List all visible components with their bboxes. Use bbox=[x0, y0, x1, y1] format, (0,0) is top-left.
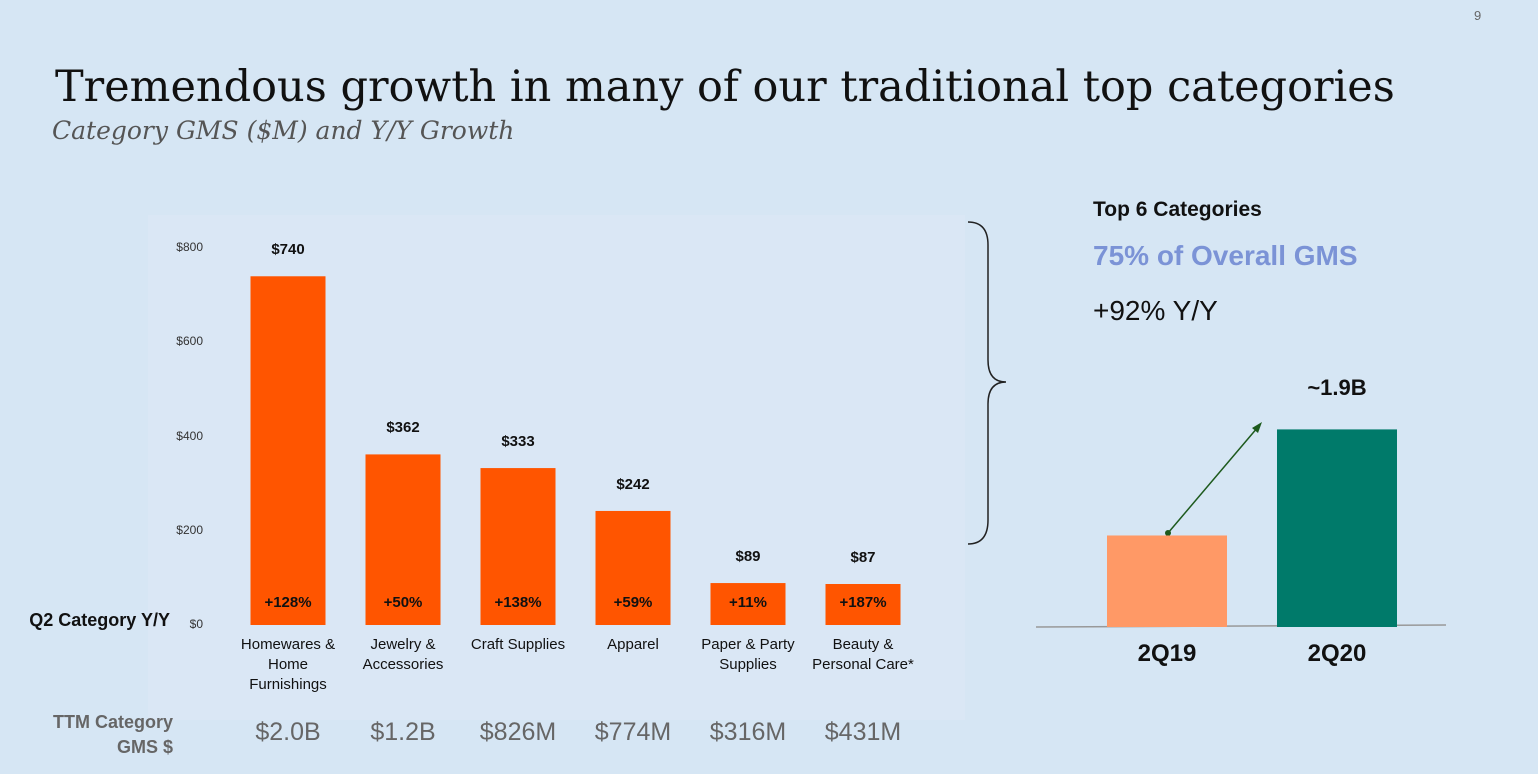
ttm-value: $774M bbox=[594, 718, 672, 746]
y-tick-label: $400 bbox=[176, 428, 203, 443]
x-tick-label: Jewelry & Accessories bbox=[362, 636, 444, 673]
bar bbox=[250, 276, 326, 625]
y-tick-label: $800 bbox=[176, 240, 203, 254]
y-tick-label: $0 bbox=[189, 617, 203, 631]
subtitle: Category GMS ($M) and Y/Y Growth bbox=[52, 116, 515, 145]
x-tick-label: Apparel bbox=[607, 636, 659, 653]
arrow-head bbox=[1252, 422, 1262, 433]
x-tick-label: Beauty & Personal Care* bbox=[812, 636, 914, 673]
ttm-value: $316M bbox=[709, 718, 787, 746]
x-tick-label: 2Q20 bbox=[1307, 640, 1367, 667]
callout-growth: +92% Y/Y bbox=[1093, 295, 1218, 326]
value-label: $87 bbox=[850, 549, 876, 566]
x-tick-label: 2Q19 bbox=[1137, 640, 1197, 667]
value-label: ~1.9B bbox=[1307, 375, 1367, 401]
growth-label: +50% bbox=[383, 594, 423, 611]
callout-heading: Top 6 Categories bbox=[1093, 198, 1262, 221]
callout-share: 75% of Overall GMS bbox=[1093, 240, 1358, 271]
bar bbox=[480, 468, 556, 625]
value-label: $362 bbox=[386, 419, 420, 437]
bar bbox=[595, 510, 671, 625]
ttm-value: $826M bbox=[479, 718, 557, 746]
x-tick-label: Homewares & Home Furnishings bbox=[240, 636, 336, 693]
bar bbox=[1107, 535, 1227, 627]
value-label: $242 bbox=[616, 475, 650, 493]
growth-label: +187% bbox=[839, 594, 887, 611]
ttm-value: $431M bbox=[824, 718, 902, 746]
row-label: Q2 Category Y/Y bbox=[29, 610, 170, 630]
y-tick-label: $600 bbox=[176, 334, 203, 349]
bar bbox=[710, 583, 786, 625]
value-label: $333 bbox=[501, 433, 535, 451]
value-label: $740 bbox=[271, 241, 305, 259]
x-tick-label: Craft Supplies bbox=[470, 636, 566, 653]
growth-label: +138% bbox=[494, 594, 542, 611]
bar bbox=[825, 584, 901, 625]
growth-arrow bbox=[1167, 426, 1259, 534]
title: Tremendous growth in many of our traditi… bbox=[55, 62, 1395, 112]
bar bbox=[1277, 429, 1397, 627]
y-tick-label: $200 bbox=[176, 522, 203, 537]
arrow-dot bbox=[1165, 530, 1171, 536]
ttm-value: $1.2B bbox=[370, 718, 436, 746]
x-tick-label: Paper & Party Supplies bbox=[701, 636, 795, 673]
row-label: TTM Category GMS $ bbox=[52, 712, 173, 757]
ttm-value: $2.0B bbox=[255, 718, 321, 746]
growth-label: +128% bbox=[264, 594, 312, 611]
brace bbox=[967, 221, 1007, 545]
growth-label: +59% bbox=[613, 594, 653, 611]
bar bbox=[365, 454, 441, 625]
page-number: 9 bbox=[1474, 8, 1482, 23]
value-label: $89 bbox=[735, 548, 761, 566]
growth-label: +11% bbox=[729, 594, 767, 611]
